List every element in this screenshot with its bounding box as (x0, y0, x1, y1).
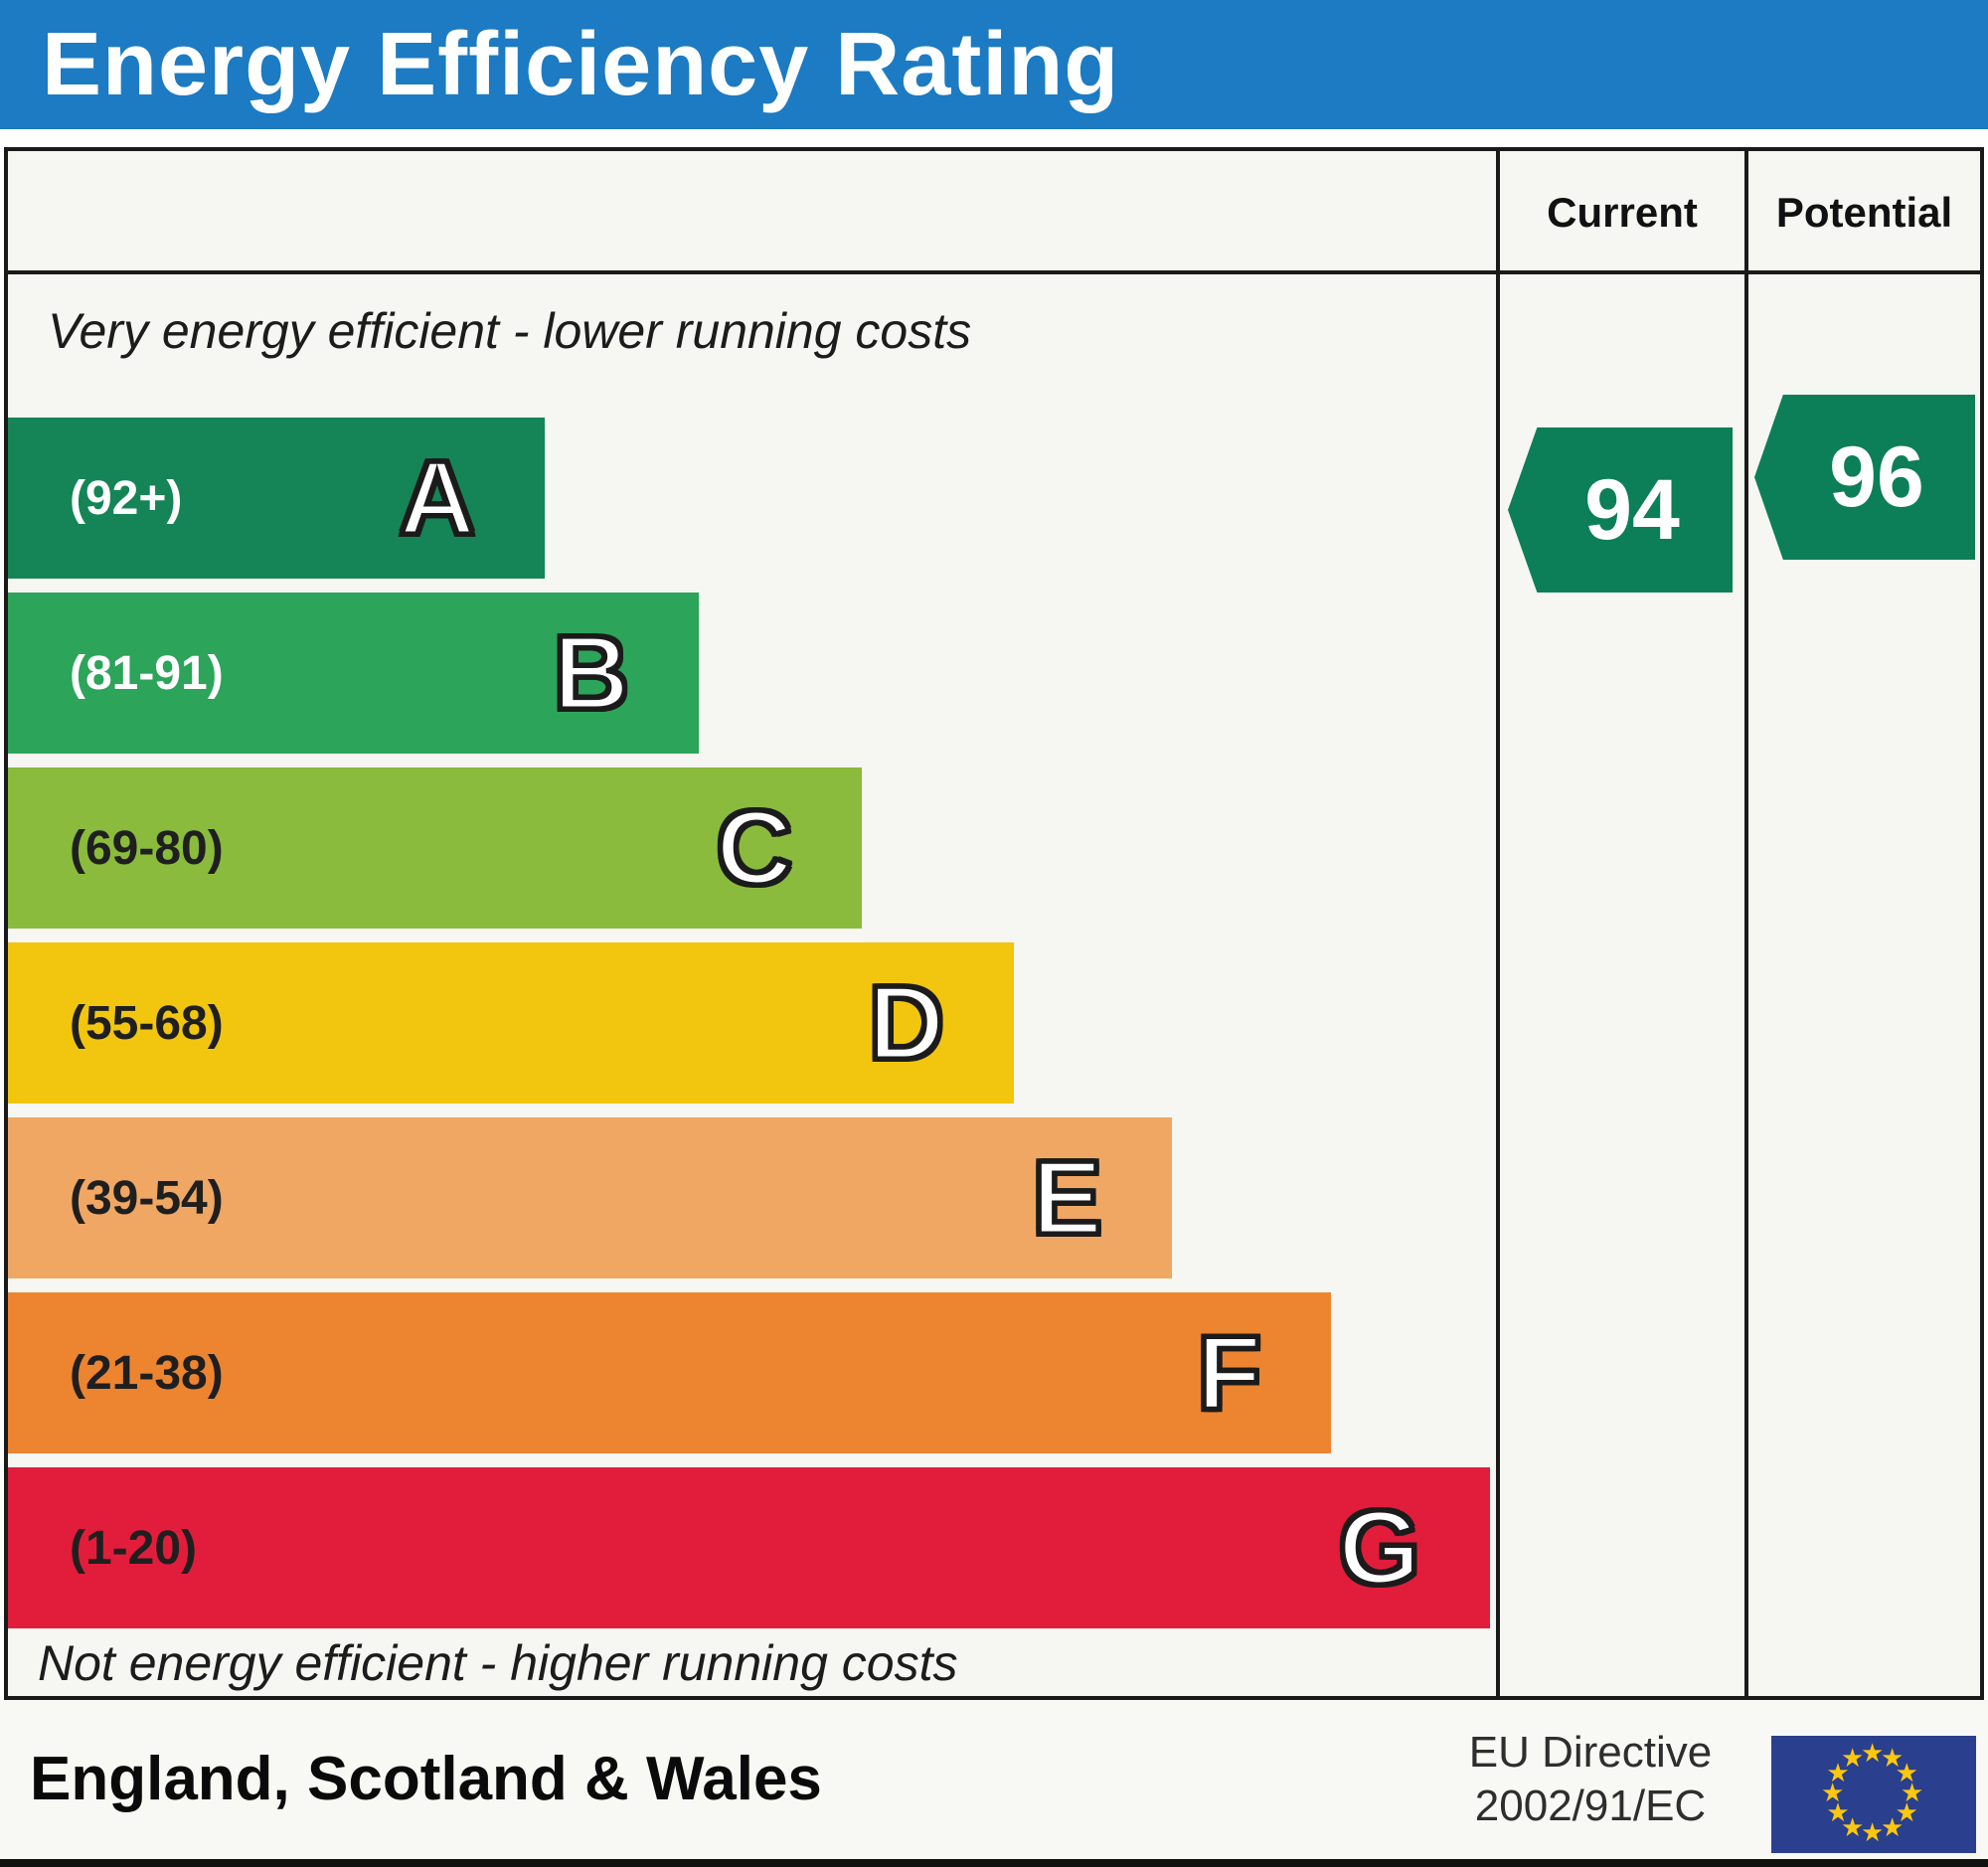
current-column-divider (1496, 151, 1500, 1696)
eu-star-icon: ★ (1881, 1811, 1905, 1842)
eu-star-icon: ★ (1881, 1743, 1905, 1774)
band-c-range: (69-80) (70, 821, 224, 875)
footer: England, Scotland & Wales EU Directive 2… (0, 1700, 1988, 1859)
rating-table: Current Potential Very energy efficient … (4, 147, 1984, 1700)
eu-star-icon: ★ (1895, 1797, 1918, 1827)
eu-directive-line1: EU Directive (1468, 1728, 1713, 1777)
band-a-letter: A (397, 439, 478, 557)
eu-star-icon: ★ (1841, 1811, 1865, 1842)
band-e-bar: (39-54) E (8, 1117, 1172, 1278)
potential-column-header: Potential (1775, 189, 1953, 236)
band-d-range: (55-68) (70, 996, 224, 1050)
band-b-bar: (81-91) B (8, 593, 699, 754)
potential-column-divider (1744, 151, 1748, 1696)
band-e-letter: E (1030, 1139, 1105, 1257)
eu-flag-icon: ★ ★ ★ ★ ★ ★ ★ ★ ★ ★ ★ ★ (1771, 1736, 1976, 1853)
eu-star-icon: ★ (1861, 1817, 1885, 1847)
band-b-letter: B (551, 614, 632, 732)
potential-rating-value: 96 (1829, 428, 1924, 525)
eu-star-icon: ★ (1826, 1797, 1850, 1827)
band-b-range: (81-91) (70, 646, 224, 700)
chart-title: Energy Efficiency Rating (42, 14, 1120, 114)
eu-directive-label: EU Directive 2002/91/EC (1421, 1726, 1759, 1833)
band-f-range: (21-38) (70, 1346, 224, 1400)
bottom-note: Not energy efficient - higher running co… (38, 1635, 958, 1691)
band-a-bar: (92+) A (8, 418, 545, 579)
eu-directive-line2: 2002/91/EC (1474, 1782, 1707, 1830)
chart-title-bar: Energy Efficiency Rating (0, 0, 1988, 129)
bands-area: Very energy efficient - lower running co… (8, 151, 1496, 1696)
region-label: England, Scotland & Wales (30, 1745, 822, 1813)
eu-star-icon: ★ (1895, 1758, 1918, 1787)
eu-star-icon: ★ (1901, 1778, 1924, 1807)
potential-rating-badge: 96 (1754, 395, 1975, 560)
current-rating-badge: 94 (1508, 427, 1733, 593)
band-g-bar: (1-20) G (8, 1467, 1490, 1628)
current-column-header: Current (1547, 189, 1698, 236)
eu-star-icon: ★ (1841, 1743, 1865, 1774)
band-a-range: (92+) (70, 471, 183, 525)
band-d-letter: D (866, 964, 947, 1082)
bottom-border (0, 1859, 1988, 1867)
eu-star-icon: ★ (1861, 1738, 1885, 1768)
eu-star-icon: ★ (1821, 1778, 1845, 1807)
band-c-bar: (69-80) C (8, 767, 862, 929)
band-e-range: (39-54) (70, 1171, 224, 1225)
band-g-range: (1-20) (70, 1521, 198, 1575)
band-c-letter: C (714, 789, 795, 907)
current-rating-value: 94 (1584, 461, 1680, 558)
band-d-bar: (55-68) D (8, 942, 1014, 1103)
band-g-letter: G (1336, 1489, 1422, 1607)
eu-star-icon: ★ (1826, 1758, 1850, 1787)
band-f-bar: (21-38) F (8, 1292, 1331, 1453)
table-header-row (8, 151, 1980, 274)
band-f-letter: F (1195, 1314, 1264, 1432)
top-note: Very energy efficient - lower running co… (48, 303, 972, 359)
